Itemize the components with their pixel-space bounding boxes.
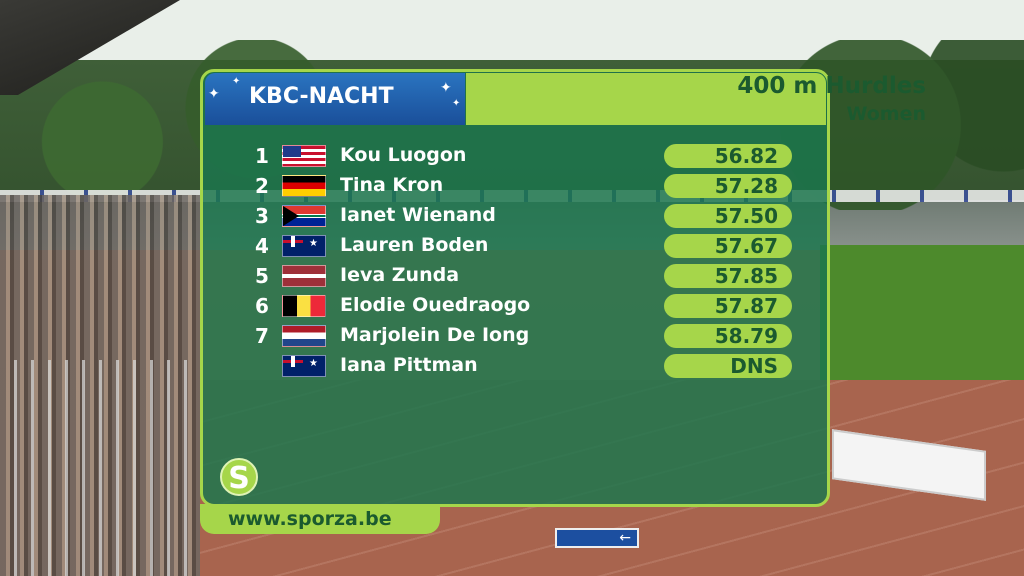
result-time: 57.67 [664, 234, 792, 258]
event-title: 400 m Hurdles [737, 73, 926, 99]
flag-icon [282, 295, 326, 317]
result-row: 5 Ieva Zunda 57.85 [240, 264, 800, 290]
result-row: 6 Elodie Ouedraogo 57.87 [240, 294, 800, 320]
athlete-name: Elodie Ouedraogo [340, 294, 531, 316]
result-time: 57.87 [664, 294, 792, 318]
star-icon: ✦ [208, 86, 220, 102]
rank: 7 [255, 324, 269, 348]
result-time: 56.82 [664, 144, 792, 168]
result-row: 2 Tina Kron 57.28 [240, 174, 800, 200]
flag-icon [282, 325, 326, 347]
flag-icon [282, 235, 326, 257]
stand-railing [0, 360, 190, 576]
flag-icon [282, 205, 326, 227]
result-row: 7 Marjolein De Iong 58.79 [240, 324, 800, 350]
rank: 4 [255, 234, 269, 258]
result-time: 57.28 [664, 174, 792, 198]
results-panel [200, 69, 830, 507]
star-icon: ✦ [452, 98, 461, 109]
star-icon: ✦ [232, 76, 241, 87]
result-time: DNS [664, 354, 792, 378]
sporza-logo-icon: S [220, 458, 258, 496]
arrow-sign-icon: ← [555, 528, 639, 548]
flag-icon [282, 145, 326, 167]
result-row: Iana Pittman DNS [240, 354, 800, 380]
rank: 1 [255, 144, 269, 168]
rank: 2 [255, 174, 269, 198]
result-row: 3 Ianet Wienand 57.50 [240, 204, 800, 230]
flag-icon [282, 175, 326, 197]
rank: 3 [255, 204, 269, 228]
result-time: 57.85 [664, 264, 792, 288]
result-row: 4 Lauren Boden 57.67 [240, 234, 800, 260]
kbc-nacht-logo: KBC-NACHT [249, 84, 394, 109]
athlete-name: Iana Pittman [340, 354, 478, 376]
athlete-name: Ianet Wienand [340, 204, 496, 226]
result-time: 58.79 [664, 324, 792, 348]
athlete-name: Lauren Boden [340, 234, 489, 256]
result-row: 1 Kou Luogon 56.82 [240, 144, 800, 170]
athlete-name: Tina Kron [340, 174, 444, 196]
star-icon: ✦ [440, 80, 452, 96]
event-title-bar [466, 73, 826, 125]
footer-url: www.sporza.be [228, 508, 392, 530]
flag-icon [282, 355, 326, 377]
rank: 5 [255, 264, 269, 288]
athlete-name: Ieva Zunda [340, 264, 460, 286]
infield-grass [820, 245, 1024, 405]
rank: 6 [255, 294, 269, 318]
flag-icon [282, 265, 326, 287]
result-time: 57.50 [664, 204, 792, 228]
event-logo-banner [205, 73, 465, 125]
athlete-name: Kou Luogon [340, 144, 467, 166]
athlete-name: Marjolein De Iong [340, 324, 530, 346]
event-subtitle: Women [846, 103, 926, 125]
footer-tab [200, 504, 440, 534]
